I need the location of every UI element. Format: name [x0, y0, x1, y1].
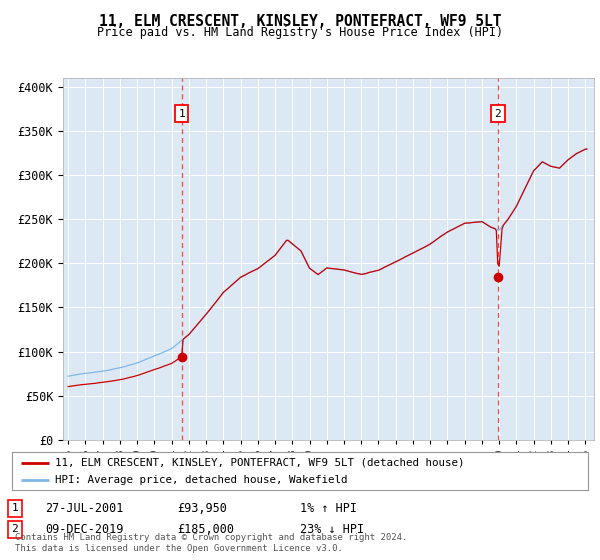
Text: 09-DEC-2019: 09-DEC-2019	[45, 522, 124, 536]
Text: Price paid vs. HM Land Registry's House Price Index (HPI): Price paid vs. HM Land Registry's House …	[97, 26, 503, 39]
Text: 11, ELM CRESCENT, KINSLEY, PONTEFRACT, WF9 5LT (detached house): 11, ELM CRESCENT, KINSLEY, PONTEFRACT, W…	[55, 458, 465, 468]
Text: 27-JUL-2001: 27-JUL-2001	[45, 502, 124, 515]
Text: 2: 2	[494, 109, 501, 119]
Text: HPI: Average price, detached house, Wakefield: HPI: Average price, detached house, Wake…	[55, 475, 348, 486]
Text: 1: 1	[178, 109, 185, 119]
Text: 1: 1	[11, 503, 19, 514]
Text: 23% ↓ HPI: 23% ↓ HPI	[300, 522, 364, 536]
Text: 1% ↑ HPI: 1% ↑ HPI	[300, 502, 357, 515]
Text: 2: 2	[11, 524, 19, 534]
Text: £185,000: £185,000	[177, 522, 234, 536]
Text: Contains HM Land Registry data © Crown copyright and database right 2024.
This d: Contains HM Land Registry data © Crown c…	[15, 533, 407, 553]
Text: 11, ELM CRESCENT, KINSLEY, PONTEFRACT, WF9 5LT: 11, ELM CRESCENT, KINSLEY, PONTEFRACT, W…	[99, 14, 501, 29]
Text: £93,950: £93,950	[177, 502, 227, 515]
